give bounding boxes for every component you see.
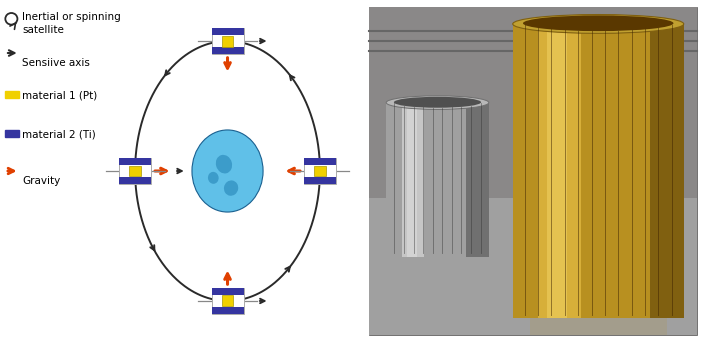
Ellipse shape xyxy=(386,96,488,109)
Bar xyxy=(212,288,243,314)
Bar xyxy=(397,318,479,335)
Bar xyxy=(304,177,336,184)
Bar xyxy=(530,308,667,335)
Bar xyxy=(212,28,243,54)
Bar xyxy=(129,166,141,176)
Bar xyxy=(369,7,697,212)
Bar xyxy=(119,177,151,184)
Bar xyxy=(222,295,233,306)
Bar xyxy=(119,158,151,165)
Bar xyxy=(304,158,336,165)
Bar xyxy=(304,158,336,184)
Bar xyxy=(314,166,326,176)
Ellipse shape xyxy=(208,172,219,184)
Bar xyxy=(386,103,488,256)
Bar xyxy=(407,103,417,256)
Bar xyxy=(212,47,243,54)
Bar xyxy=(513,24,684,318)
Bar xyxy=(369,198,697,335)
Bar xyxy=(222,36,233,47)
Ellipse shape xyxy=(394,97,481,108)
Bar xyxy=(547,24,567,318)
Text: Gravity: Gravity xyxy=(23,176,60,186)
Bar xyxy=(212,288,243,295)
Ellipse shape xyxy=(513,15,684,33)
Bar xyxy=(466,103,488,256)
Bar xyxy=(5,91,19,98)
Ellipse shape xyxy=(192,130,263,212)
Text: Sensiive axis: Sensiive axis xyxy=(23,58,90,68)
Bar xyxy=(212,28,243,35)
Text: satellite: satellite xyxy=(23,25,64,35)
Text: material 1 (Pt): material 1 (Pt) xyxy=(23,91,97,101)
Bar xyxy=(5,130,19,137)
Ellipse shape xyxy=(523,15,673,31)
Ellipse shape xyxy=(216,155,232,173)
Text: Inertial or spinning: Inertial or spinning xyxy=(23,12,121,22)
Bar xyxy=(650,24,684,318)
Bar xyxy=(402,103,424,256)
Bar xyxy=(119,158,151,184)
Ellipse shape xyxy=(224,181,238,196)
Bar xyxy=(212,307,243,314)
Text: material 2 (Ti): material 2 (Ti) xyxy=(23,130,96,140)
Bar xyxy=(538,24,581,318)
